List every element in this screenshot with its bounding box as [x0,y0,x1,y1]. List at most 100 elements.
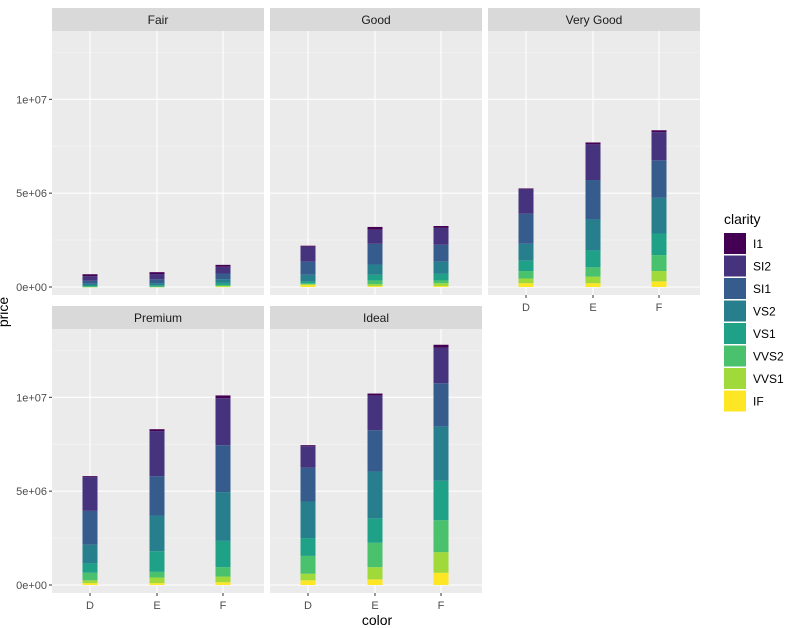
bar-segment-vvs1-d [300,284,316,286]
bar-segment-i1-f [215,264,231,267]
bar-segment-si1-d [300,467,316,502]
bar-segment-si1-d [82,280,98,284]
bar-segment-vs2-f [215,492,231,541]
legend-key-if [724,390,746,412]
bar-segment-i1-e [585,142,601,145]
facet-strip [270,8,482,31]
bar-segment-vs1-e [149,285,165,287]
bar-segment-i1-e [149,429,165,432]
bar-segment-vs1-f [433,480,449,521]
bar-segment-si2-d [82,477,98,511]
legend-key-si1 [724,278,746,299]
legend-key-vs2 [724,300,746,322]
bar-segment-vs2-f [215,279,231,283]
facet-strip-label: Ideal [363,311,389,325]
facet-strip [52,8,264,31]
bar-segment-vs2-f [433,426,449,481]
bar-segment-si1-f [433,244,449,262]
legend-title: clarity [724,211,761,227]
bar-segment-if-d [300,285,316,287]
bar-segment-vs1-e [585,250,601,268]
legend: clarity I1 SI2 SI1 VS2 VS1 VVS2 VVS1 IF [724,211,784,412]
x-axis-title: color [362,612,393,628]
bar-segment-si1-f [433,383,449,427]
bar-segment-si1-e [367,430,383,472]
bar-segment-vvs1-e [367,567,383,580]
bar-segment-vs2-d [300,274,316,282]
bar-segment-vs1-d [82,563,98,573]
bar-segment-vs2-e [367,471,383,519]
legend-label: VS2 [753,305,776,319]
facet-panel-fair: Fair 0e+00 5e+06 1e+07 [16,8,264,295]
bar-segment-vvs1-e [367,284,383,287]
bar-segment-vvs2-f [433,280,449,284]
bar-segment-i1-f [433,344,449,348]
legend-key-i1 [724,233,746,254]
bar-segment-if-e [149,583,165,585]
x-tick-label: F [438,600,445,612]
y-tick-label: 5e+06 [16,486,47,498]
bar-segment-i1-e [367,226,383,230]
bar-segment-si1-f [215,273,231,280]
legend-key-vs1 [724,323,746,344]
bar-segment-if-d [518,283,534,287]
bar-segment-vvs2-f [433,520,449,553]
x-tick-label: E [153,600,160,612]
bar-segment-vvs1-e [585,276,601,284]
bar-segment-vs1-d [518,260,534,272]
bar-segment-vs2-d [518,243,534,261]
facet-strip-label: Fair [148,13,169,27]
bar-segment-vvs1-f [651,271,667,282]
bar-segment-si1-e [585,180,601,220]
bar-segment-vs2-d [300,501,316,539]
bar-segment-vvs1-d [518,278,534,284]
facet-panel-very-good: Very Good D E F [488,8,700,314]
facet-panel-good: Good [270,8,482,295]
bar-segment-si2-f [651,132,667,161]
facet-strip-label: Good [361,13,390,27]
bar-segment-vvs2-e [149,571,165,578]
bar-segment-i1-d [82,476,98,478]
bar-segment-if-f [215,582,231,585]
x-tick-label: D [304,600,312,612]
y-tick-label: 0e+00 [16,282,47,294]
bar-segment-vvs2-d [82,286,98,287]
bar-segment-i1-f [215,395,231,399]
bar-segment-vs1-d [82,285,98,287]
bar-segment-si1-e [149,476,165,516]
bar-segment-si1-e [367,243,383,265]
bar-segment-si1-f [215,445,231,493]
bar-segment-vvs1-f [433,283,449,287]
facet-panel-ideal: Ideal D E F [270,306,482,612]
bar-segment-vs2-f [433,261,449,274]
facet-strip-label: Very Good [566,13,623,27]
bar-segment-i1-f [651,130,667,133]
bar-segment-si2-e [367,395,383,431]
bar-segment-si2-d [300,446,316,468]
y-tick-label: 1e+07 [16,392,47,404]
bar-segment-vvs1-f [433,552,449,573]
bar-segment-if-f [433,572,449,585]
bar-segment-vvs2-d [300,283,316,285]
bar-segment-si1-d [82,510,98,545]
bar-segment-si2-e [149,431,165,477]
bar-segment-if-f [433,286,449,287]
bar-segment-vs1-e [367,274,383,281]
bar-segment-si1-d [300,261,316,275]
facet-strip [270,306,482,329]
legend-label: VS1 [753,327,776,341]
x-tick-label: D [522,302,530,314]
bar-segment-si2-f [433,347,449,384]
bar-segment-vvs2-d [300,555,316,574]
bar-segment-si1-f [651,160,667,198]
bar-segment-vs1-f [433,273,449,281]
bar-segment-si2-d [82,276,98,281]
bar-segment-si2-e [149,274,165,280]
bar-segment-if-e [585,283,601,287]
bar-segment-vvs2-d [518,271,534,279]
bar-segment-if-e [367,286,383,287]
bar-segment-if-f [651,281,667,287]
bar-segment-si1-e [149,279,165,284]
